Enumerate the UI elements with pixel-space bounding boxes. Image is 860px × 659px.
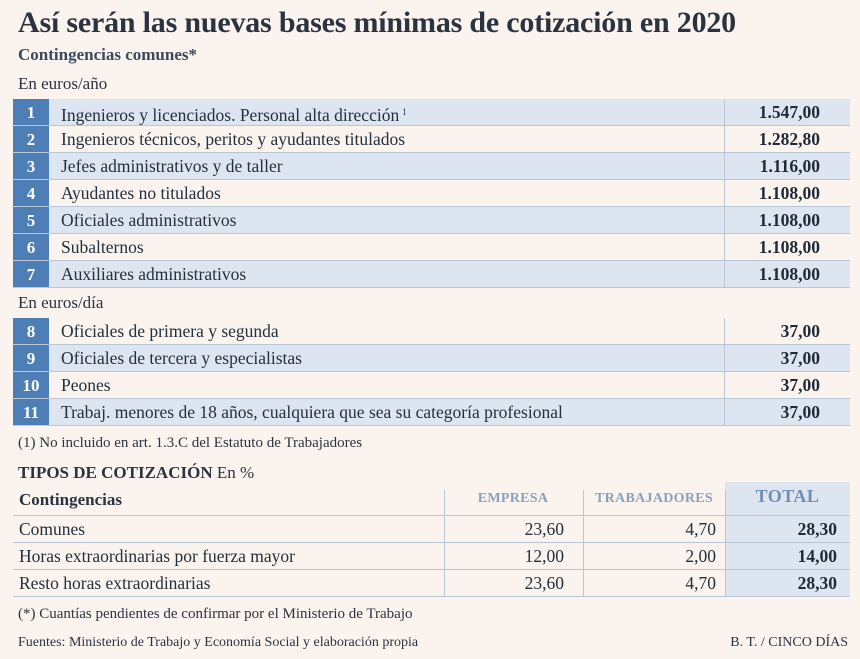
row-value: 1.108,00 xyxy=(758,210,820,230)
page-subtitle: Contingencias comunes* xyxy=(18,45,197,64)
row-trabajadores: 4,70 xyxy=(685,519,716,539)
column-divider xyxy=(724,126,725,152)
row-number: 2 xyxy=(13,126,49,152)
unit-label-day: En euros/día xyxy=(18,293,104,312)
header-trabajadores: TRABAJADORES xyxy=(595,491,713,506)
footnote-ref: 1 xyxy=(402,107,407,117)
row-label: Resto horas extraordinarias xyxy=(19,573,211,593)
table-row: Comunes 23,60 4,70 28,30 xyxy=(13,516,850,543)
row-value: 1.108,00 xyxy=(758,237,820,257)
row-total: 28,30 xyxy=(797,573,837,593)
row-label: Oficiales administrativos xyxy=(61,210,237,230)
page-title: Así serán las nuevas bases mínimas de co… xyxy=(18,6,736,39)
column-divider xyxy=(724,399,725,425)
column-divider xyxy=(725,490,726,597)
column-divider xyxy=(724,345,725,371)
header-contingencias: Contingencias xyxy=(19,490,122,509)
row-label: Oficiales de tercera y especialistas xyxy=(61,348,302,368)
row-trabajadores: 2,00 xyxy=(685,546,716,566)
tipos-heading: TIPOS DE COTIZACIÓN En % xyxy=(18,463,254,483)
column-divider xyxy=(724,234,725,260)
tipos-heading-unit: En % xyxy=(216,463,255,482)
row-value: 37,00 xyxy=(780,402,820,422)
row-label: Subalternos xyxy=(61,237,144,257)
row-number: 10 xyxy=(13,372,49,398)
row-label: Oficiales de primera y segunda xyxy=(61,321,279,341)
row-number: 3 xyxy=(13,153,49,179)
row-value: 1.547,00 xyxy=(758,102,820,122)
year-table: 1 Ingenieros y licenciados. Personal alt… xyxy=(13,99,850,288)
table-row: 10 Peones 37,00 xyxy=(13,372,850,399)
row-trabajadores: 4,70 xyxy=(685,573,716,593)
table-row: Horas extraordinarias por fuerza mayor 1… xyxy=(13,543,850,570)
row-value: 37,00 xyxy=(780,348,820,368)
row-number: 9 xyxy=(13,345,49,371)
row-label: Trabaj. menores de 18 años, cualquiera q… xyxy=(61,402,563,422)
column-divider xyxy=(583,490,584,597)
row-label-text: Ingenieros y licenciados. Personal alta … xyxy=(61,105,400,125)
column-divider xyxy=(724,318,725,344)
table-row: 11 Trabaj. menores de 18 años, cualquier… xyxy=(13,399,850,426)
unit-label-year: En euros/año xyxy=(18,74,108,93)
column-divider xyxy=(724,153,725,179)
table-row: Resto horas extraordinarias 23,60 4,70 2… xyxy=(13,570,850,597)
row-label: Ayudantes no titulados xyxy=(61,183,221,203)
row-value: 37,00 xyxy=(780,375,820,395)
table-row: 6 Subalternos 1.108,00 xyxy=(13,234,850,261)
row-number: 5 xyxy=(13,207,49,233)
row-number: 7 xyxy=(13,261,49,287)
cotizacion-table: Contingencias EMPRESA TRABAJADORES TOTAL… xyxy=(13,482,850,597)
table-row: 3 Jefes administrativos y de taller 1.11… xyxy=(13,153,850,180)
row-label: Auxiliares administrativos xyxy=(61,264,247,284)
row-label: Peones xyxy=(61,375,111,395)
row-value: 1.108,00 xyxy=(758,264,820,284)
row-value: 37,00 xyxy=(780,321,820,341)
row-number: 8 xyxy=(13,318,49,344)
row-value: 1.116,00 xyxy=(759,156,820,176)
row-number: 11 xyxy=(13,399,49,425)
footnote-1: (1) No incluido en art. 1.3.C del Estatu… xyxy=(18,435,363,451)
column-divider xyxy=(724,99,725,125)
row-label: Ingenieros técnicos, peritos y ayudantes… xyxy=(61,129,406,149)
row-value: 1.282,80 xyxy=(758,129,820,149)
header-empresa: EMPRESA xyxy=(477,491,549,506)
footnote-star: (*) Cuantías pendientes de confirmar por… xyxy=(18,606,413,622)
row-total: 14,00 xyxy=(797,546,837,566)
total-column-shade xyxy=(725,482,850,597)
row-empresa: 12,00 xyxy=(524,546,564,566)
row-value: 1.108,00 xyxy=(758,183,820,203)
row-label: Ingenieros y licenciados. Personal alta … xyxy=(61,99,407,129)
table-row: 9 Oficiales de tercera y especialistas 3… xyxy=(13,345,850,372)
table-row: 5 Oficiales administrativos 1.108,00 xyxy=(13,207,850,234)
column-divider xyxy=(724,372,725,398)
row-number: 4 xyxy=(13,180,49,206)
row-label: Jefes administrativos y de taller xyxy=(61,156,283,176)
row-total: 28,30 xyxy=(797,519,837,539)
column-divider xyxy=(724,180,725,206)
table-row: 1 Ingenieros y licenciados. Personal alt… xyxy=(13,99,850,126)
row-label: Comunes xyxy=(19,519,86,539)
row-empresa: 23,60 xyxy=(524,573,564,593)
day-table: 8 Oficiales de primera y segunda 37,00 9… xyxy=(13,318,850,426)
table-row: 7 Auxiliares administrativos 1.108,00 xyxy=(13,261,850,288)
table-row: 8 Oficiales de primera y segunda 37,00 xyxy=(13,318,850,345)
header-total: TOTAL xyxy=(755,486,820,506)
column-divider xyxy=(724,261,725,287)
column-divider xyxy=(724,207,725,233)
table-header: Contingencias EMPRESA TRABAJADORES TOTAL xyxy=(13,482,850,516)
column-divider xyxy=(444,490,445,597)
row-label: Horas extraordinarias por fuerza mayor xyxy=(19,546,295,566)
tipos-heading-title: TIPOS DE COTIZACIÓN xyxy=(18,463,213,482)
source-note: Fuentes: Ministerio de Trabajo y Economí… xyxy=(18,635,419,650)
row-number: 6 xyxy=(13,234,49,260)
table-row: 2 Ingenieros técnicos, peritos y ayudant… xyxy=(13,126,850,153)
credit: B. T. / CINCO DÍAS xyxy=(730,635,848,650)
table-row: 4 Ayudantes no titulados 1.108,00 xyxy=(13,180,850,207)
row-number: 1 xyxy=(13,99,49,125)
row-empresa: 23,60 xyxy=(524,519,564,539)
